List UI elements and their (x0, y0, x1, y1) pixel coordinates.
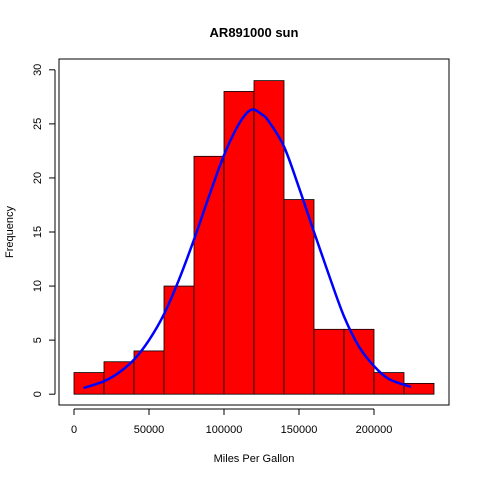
y-tick-label: 0 (32, 391, 44, 397)
y-tick-label: 20 (32, 172, 44, 184)
y-axis-title: Frequency (4, 206, 16, 258)
x-tick-label: 200000 (356, 424, 393, 436)
histogram-bar-8 (283, 199, 315, 395)
histogram-bar-9 (313, 328, 345, 395)
y-tick-label: 10 (32, 280, 44, 292)
x-tick-label: 50000 (134, 424, 165, 436)
histogram-bar-12 (403, 382, 435, 395)
x-axis-title: Miles Per Gallon (214, 453, 295, 465)
y-axis: 0 5 10 15 20 25 30 (32, 64, 56, 397)
histogram-bar-7 (253, 80, 285, 395)
y-tick-label: 30 (32, 64, 44, 76)
chart-title: AR891000 sun (210, 25, 299, 40)
y-tick-label: 15 (32, 226, 44, 238)
y-tick-label: 25 (32, 118, 44, 130)
x-axis: 0 50000 100000 150000 200000 (71, 408, 393, 436)
plot-frame (58, 58, 450, 406)
histogram-bar-3 (133, 350, 165, 395)
histogram-bar-5 (193, 155, 225, 395)
y-tick-label: 5 (32, 337, 44, 343)
histogram-bars (73, 80, 435, 395)
histogram-bar-6 (223, 91, 255, 395)
x-tick-label: 100000 (206, 424, 243, 436)
density-curve (83, 108, 412, 389)
x-tick-label: 0 (71, 424, 77, 436)
x-tick-label: 150000 (281, 424, 318, 436)
